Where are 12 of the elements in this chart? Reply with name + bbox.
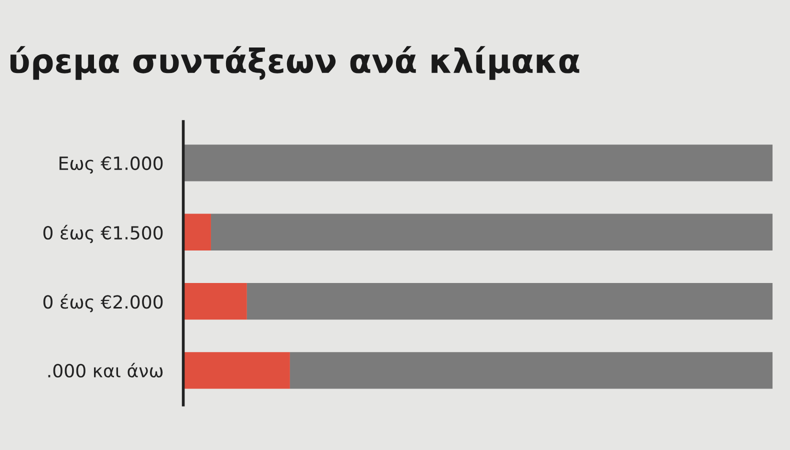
bar bbox=[183, 214, 211, 250]
bar bbox=[183, 352, 290, 389]
chart-title: ύρεμα συντάξεων ανά κλίμακα bbox=[10, 46, 580, 80]
y-tick-label: 0 έως €2.000 bbox=[43, 294, 163, 312]
y-tick-label: .000 και άνω bbox=[48, 362, 163, 378]
bar bbox=[183, 282, 247, 320]
bar bbox=[246, 282, 773, 320]
bar bbox=[183, 144, 773, 182]
y-tick-label: Εως €1.000 bbox=[60, 156, 163, 174]
bar bbox=[290, 352, 773, 389]
y-tick-label: 0 έως €1.500 bbox=[43, 224, 163, 244]
bar bbox=[210, 214, 773, 250]
